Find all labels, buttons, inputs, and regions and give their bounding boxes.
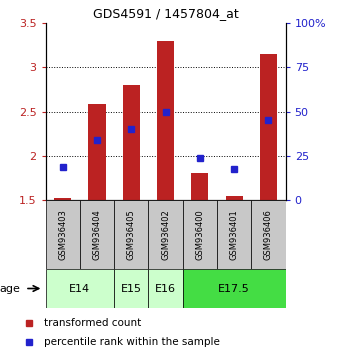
Bar bbox=[191, 173, 209, 200]
Bar bbox=[217, 200, 251, 269]
Bar bbox=[46, 269, 114, 308]
Text: E15: E15 bbox=[121, 284, 142, 293]
Bar bbox=[114, 269, 148, 308]
Bar bbox=[157, 41, 174, 200]
Text: GSM936401: GSM936401 bbox=[230, 209, 239, 260]
Text: percentile rank within the sample: percentile rank within the sample bbox=[44, 337, 220, 347]
Bar bbox=[89, 104, 105, 200]
Bar bbox=[54, 198, 71, 200]
Bar bbox=[148, 200, 183, 269]
Text: E17.5: E17.5 bbox=[218, 284, 250, 293]
Bar bbox=[183, 200, 217, 269]
Bar bbox=[260, 54, 277, 200]
Bar bbox=[226, 195, 243, 200]
Text: GSM936405: GSM936405 bbox=[127, 209, 136, 260]
Bar bbox=[183, 269, 286, 308]
Bar bbox=[251, 200, 286, 269]
Bar bbox=[148, 269, 183, 308]
Text: GSM936400: GSM936400 bbox=[195, 209, 204, 260]
Title: GDS4591 / 1457804_at: GDS4591 / 1457804_at bbox=[93, 7, 239, 21]
Text: age: age bbox=[0, 284, 21, 293]
Text: transformed count: transformed count bbox=[44, 318, 142, 329]
Bar bbox=[80, 200, 114, 269]
Text: GSM936402: GSM936402 bbox=[161, 209, 170, 260]
Bar bbox=[114, 200, 148, 269]
Text: GSM936404: GSM936404 bbox=[93, 209, 101, 260]
Text: GSM936403: GSM936403 bbox=[58, 209, 67, 260]
Text: E16: E16 bbox=[155, 284, 176, 293]
Bar bbox=[123, 85, 140, 200]
Text: GSM936406: GSM936406 bbox=[264, 209, 273, 260]
Bar bbox=[46, 200, 80, 269]
Text: E14: E14 bbox=[69, 284, 91, 293]
